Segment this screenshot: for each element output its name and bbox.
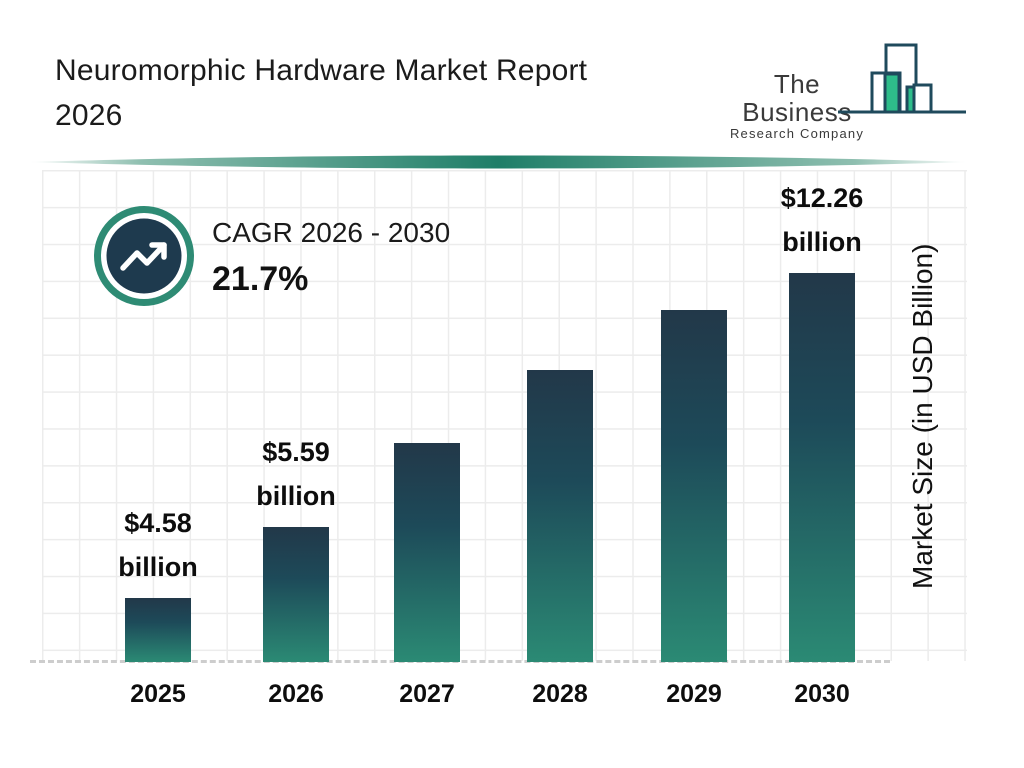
bar-2028 <box>527 370 593 662</box>
x-axis-baseline <box>30 660 890 663</box>
bar-2029 <box>661 310 727 662</box>
page-title-line1: Neuromorphic Hardware Market Report <box>55 54 588 87</box>
x-tick-2027: 2027 <box>399 680 455 708</box>
logo-subname: Research Company <box>729 126 865 141</box>
buildings-bar-logo-icon <box>838 43 966 114</box>
bar-2027 <box>394 443 460 662</box>
bar-value-label-2025: $4.58 billion <box>118 508 198 582</box>
page-title: Neuromorphic Hardware Market Report 2026 <box>55 48 587 138</box>
bar-value-label-2030: $12.26 billion <box>780 183 864 257</box>
x-tick-2030: 2030 <box>794 680 850 708</box>
bar-value-label-2026: $5.59 billion <box>256 437 336 511</box>
company-logo-text: The Business Research Company <box>722 70 872 141</box>
x-tick-2026: 2026 <box>268 680 324 708</box>
page-title-line2: 2026 <box>55 99 123 132</box>
bar-2030 <box>789 273 855 662</box>
x-tick-2029: 2029 <box>666 680 722 708</box>
divider-line <box>28 155 968 169</box>
cagr-period-label: CAGR 2026 - 2030 <box>212 217 451 248</box>
growth-trend-icon <box>94 206 194 306</box>
cagr-value: 21.7% <box>212 260 309 298</box>
x-tick-2025: 2025 <box>130 680 186 708</box>
bar-2025 <box>125 598 191 662</box>
logo-name: The Business <box>742 69 852 127</box>
x-tick-2028: 2028 <box>532 680 588 708</box>
company-logo: The Business Research Company <box>722 40 974 141</box>
bar-2026 <box>263 527 329 662</box>
